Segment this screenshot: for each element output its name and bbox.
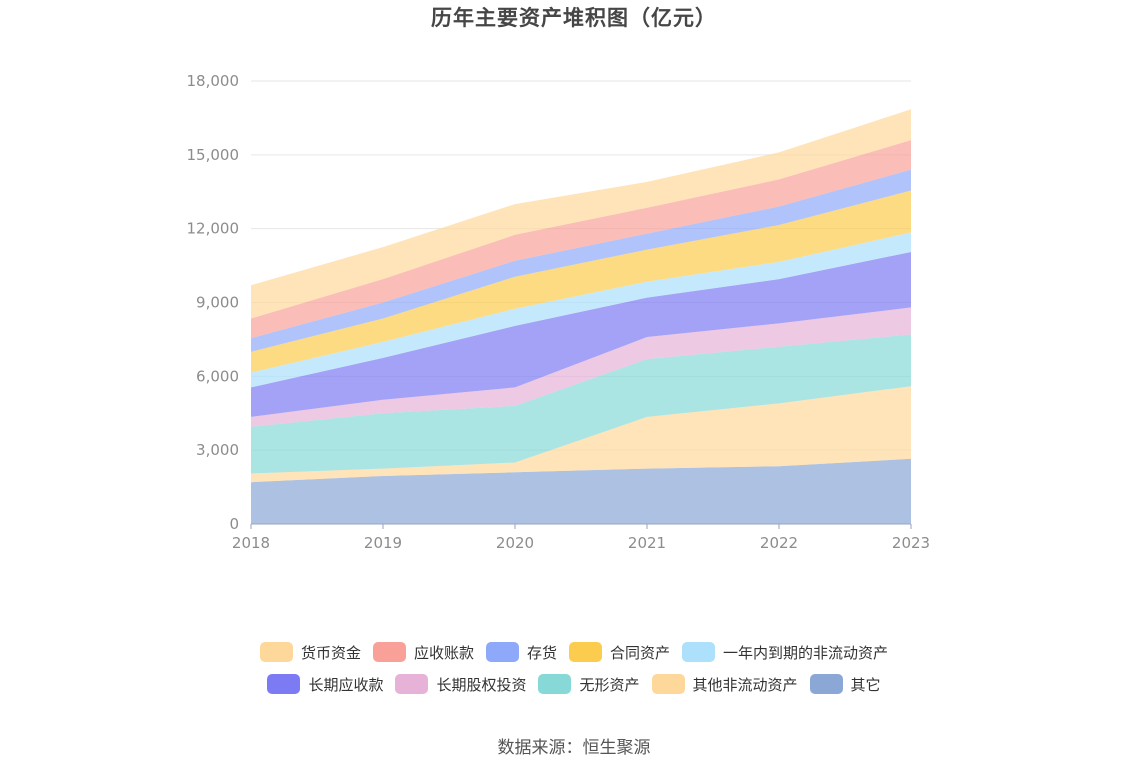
legend-item[interactable]: 一年内到期的非流动资产 (682, 642, 888, 663)
legend-swatch (395, 674, 429, 694)
legend-label: 货币资金 (300, 643, 361, 662)
legend-item[interactable]: 存货 (485, 642, 557, 663)
y-tick-label: 9,000 (196, 294, 239, 312)
y-tick-label: 15,000 (187, 146, 240, 164)
legend-swatch (809, 674, 843, 694)
x-tick-label: 2018 (232, 534, 270, 552)
y-tick-label: 0 (229, 515, 239, 533)
legend-item[interactable]: 长期应收款 (267, 674, 383, 695)
x-tick-label: 2019 (364, 534, 402, 552)
legend-item[interactable]: 长期股权投资 (395, 674, 526, 695)
legend-swatch (259, 642, 293, 662)
x-tick-label: 2023 (892, 534, 930, 552)
legend-label: 合同资产 (610, 643, 671, 662)
legend-item[interactable]: 其他非流动资产 (651, 674, 798, 695)
legend-swatch (682, 642, 716, 662)
legend-item[interactable]: 其它 (809, 674, 881, 695)
area-series-其它 (251, 458, 911, 524)
legend-label: 存货 (526, 643, 557, 662)
legend: 货币资金 应收账款 存货 合同资产 一年内到期的非流动资产 长期应收款 长期股权投资 无形资… (0, 636, 1148, 700)
legend-label: 长期应收款 (308, 675, 384, 694)
source-note: 数据来源：恒生聚源 (497, 738, 651, 758)
legend-swatch (651, 674, 685, 694)
x-tick-label: 2022 (760, 534, 798, 552)
legend-label: 其他非流动资产 (692, 675, 798, 694)
legend-label: 一年内到期的非流动资产 (723, 643, 889, 662)
x-tick-label: 2020 (496, 534, 534, 552)
area-series-其他非流动资产 (251, 386, 911, 483)
y-tick-label: 3,000 (196, 441, 239, 459)
area-series-无形资产 (251, 334, 911, 474)
area-series-存货 (251, 169, 911, 352)
legend-row: 货币资金 应收账款 存货 合同资产 一年内到期的非流动资产 (0, 636, 1148, 668)
legend-swatch (372, 642, 406, 662)
x-tick-label: 2021 (628, 534, 666, 552)
area-series-一年内到期的非流动资产 (251, 232, 911, 388)
stacked-area-chart: 0 3,000 6,000 9,000 12,000 15,000 18,000 2018 20… (187, 72, 931, 552)
legend-row: 长期应收款 长期股权投资 无形资产 其他非流动资产 其它 (0, 668, 1148, 700)
legend-item[interactable]: 无形资产 (538, 674, 640, 695)
y-tick-label: 12,000 (187, 220, 240, 238)
legend-item[interactable]: 合同资产 (569, 642, 670, 663)
legend-swatch (267, 674, 301, 694)
area-series-合同资产 (251, 190, 911, 373)
legend-swatch (485, 642, 519, 662)
legend-label: 无形资产 (579, 675, 640, 694)
legend-label: 应收账款 (413, 643, 474, 662)
chart-title: 历年主要资产堆积图（亿元） (431, 6, 717, 30)
legend-label: 其它 (850, 675, 881, 694)
y-tick-label: 18,000 (187, 72, 240, 90)
legend-swatch (538, 674, 572, 694)
axes: 0 3,000 6,000 9,000 12,000 15,000 18,000 2018 20… (187, 72, 931, 552)
legend-item[interactable]: 货币资金 (259, 642, 361, 663)
area-series (251, 109, 911, 524)
area-series-应收账款 (251, 140, 911, 339)
area-series-长期股权投资 (251, 307, 911, 427)
area-series-长期应收款 (251, 252, 911, 417)
legend-item[interactable]: 应收账款 (372, 642, 474, 663)
area-series-货币资金 (251, 109, 911, 319)
legend-label: 长期股权投资 (436, 675, 527, 694)
y-tick-label: 6,000 (196, 367, 239, 385)
legend-swatch (569, 642, 602, 662)
